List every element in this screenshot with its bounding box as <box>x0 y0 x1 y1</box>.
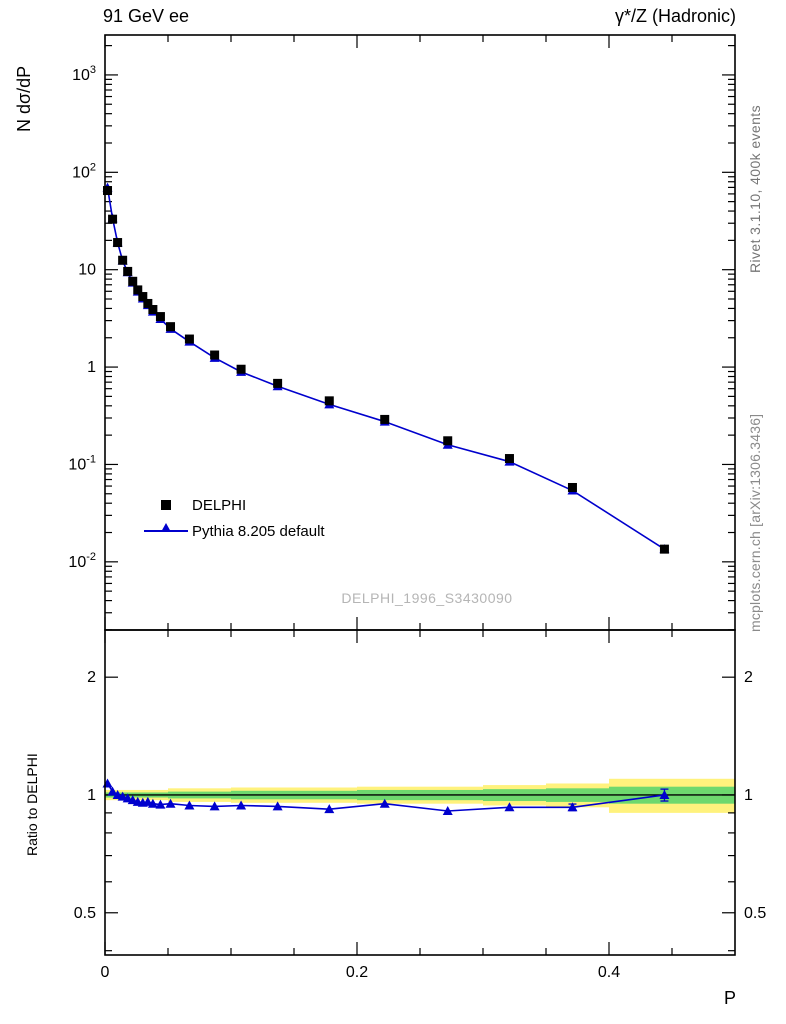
process-title: γ*/Z (Hadronic) <box>614 6 736 26</box>
collision-energy-title: 91 GeV ee <box>103 6 190 26</box>
pythia-line-triangle-icon <box>142 523 190 532</box>
svg-text:10-1: 10-1 <box>68 453 96 473</box>
svg-text:2: 2 <box>87 669 96 686</box>
svg-text:102: 102 <box>72 161 96 181</box>
axis-ticks <box>104 35 735 955</box>
main-y-axis-title: N dσ/dP <box>14 65 34 132</box>
ratio-plot-frame <box>104 629 736 956</box>
svg-text:1: 1 <box>744 787 753 804</box>
x-axis-title: P <box>723 988 736 1008</box>
delphi-series-main <box>103 186 669 554</box>
legend-item-delphi: DELPHI <box>142 492 325 518</box>
pythia-series-ratio <box>102 778 670 816</box>
svg-text:0.5: 0.5 <box>744 905 766 922</box>
legend: DELPHI Pythia 8.205 default <box>142 492 325 544</box>
legend-label-pythia: Pythia 8.205 default <box>192 522 325 540</box>
mcplots-citation-note: mcplots.cern.ch [arXiv:1306.3436] <box>747 413 763 632</box>
svg-text:1: 1 <box>87 359 96 376</box>
ratio-y-axis-title: Ratio to DELPHI <box>24 753 40 856</box>
svg-text:10-2: 10-2 <box>68 551 96 571</box>
svg-text:0.5: 0.5 <box>74 905 96 922</box>
svg-text:1: 1 <box>87 787 96 804</box>
svg-text:2: 2 <box>744 669 753 686</box>
rivet-version-note: Rivet 3.1.10, 400k events <box>747 105 763 273</box>
svg-text:0.4: 0.4 <box>598 964 620 981</box>
analysis-id-watermark: DELPHI_1996_S3430090 <box>341 590 513 606</box>
svg-text:0.2: 0.2 <box>346 964 368 981</box>
legend-label-delphi: DELPHI <box>192 496 247 514</box>
legend-item-pythia: Pythia 8.205 default <box>142 518 325 544</box>
svg-text:0: 0 <box>101 964 110 981</box>
delphi-square-icon <box>142 500 190 510</box>
svg-text:103: 103 <box>72 64 96 84</box>
svg-text:10: 10 <box>78 262 96 279</box>
